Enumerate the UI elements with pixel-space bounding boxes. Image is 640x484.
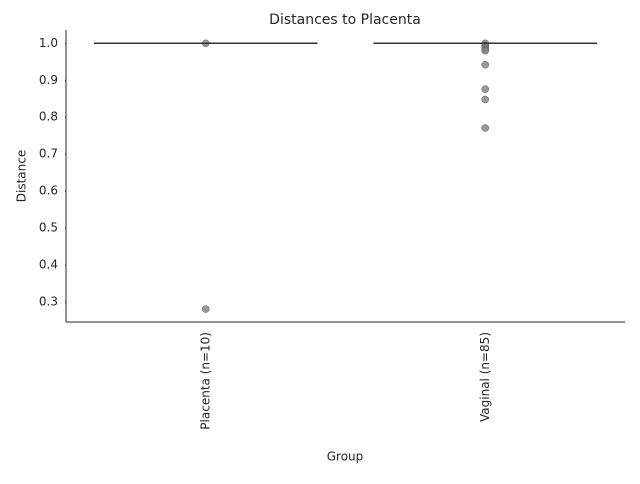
y-tick-label: 1.0	[39, 36, 58, 50]
strip-point	[202, 305, 210, 313]
y-tick-label: 0.8	[39, 110, 58, 124]
y-tick-label: 0.3	[39, 295, 58, 309]
strip-point	[481, 124, 489, 132]
y-axis-label: Distance	[15, 150, 29, 202]
x-tick-label: Vaginal (n=85)	[478, 332, 492, 422]
x-tick-label: Placenta (n=10)	[198, 332, 212, 430]
strip-point	[481, 95, 489, 104]
y-tick-label: 0.6	[39, 184, 58, 198]
strip-point	[481, 85, 489, 93]
chart-title: Distances to Placenta	[269, 12, 421, 28]
y-tick-label: 0.5	[39, 221, 58, 235]
y-tick-label: 0.7	[39, 147, 58, 161]
strip-point	[481, 46, 489, 55]
y-tick-label: 0.4	[39, 258, 58, 272]
x-axis-label: Group	[327, 450, 364, 464]
y-tick-label: 0.9	[39, 73, 58, 87]
strip-point	[481, 60, 489, 69]
